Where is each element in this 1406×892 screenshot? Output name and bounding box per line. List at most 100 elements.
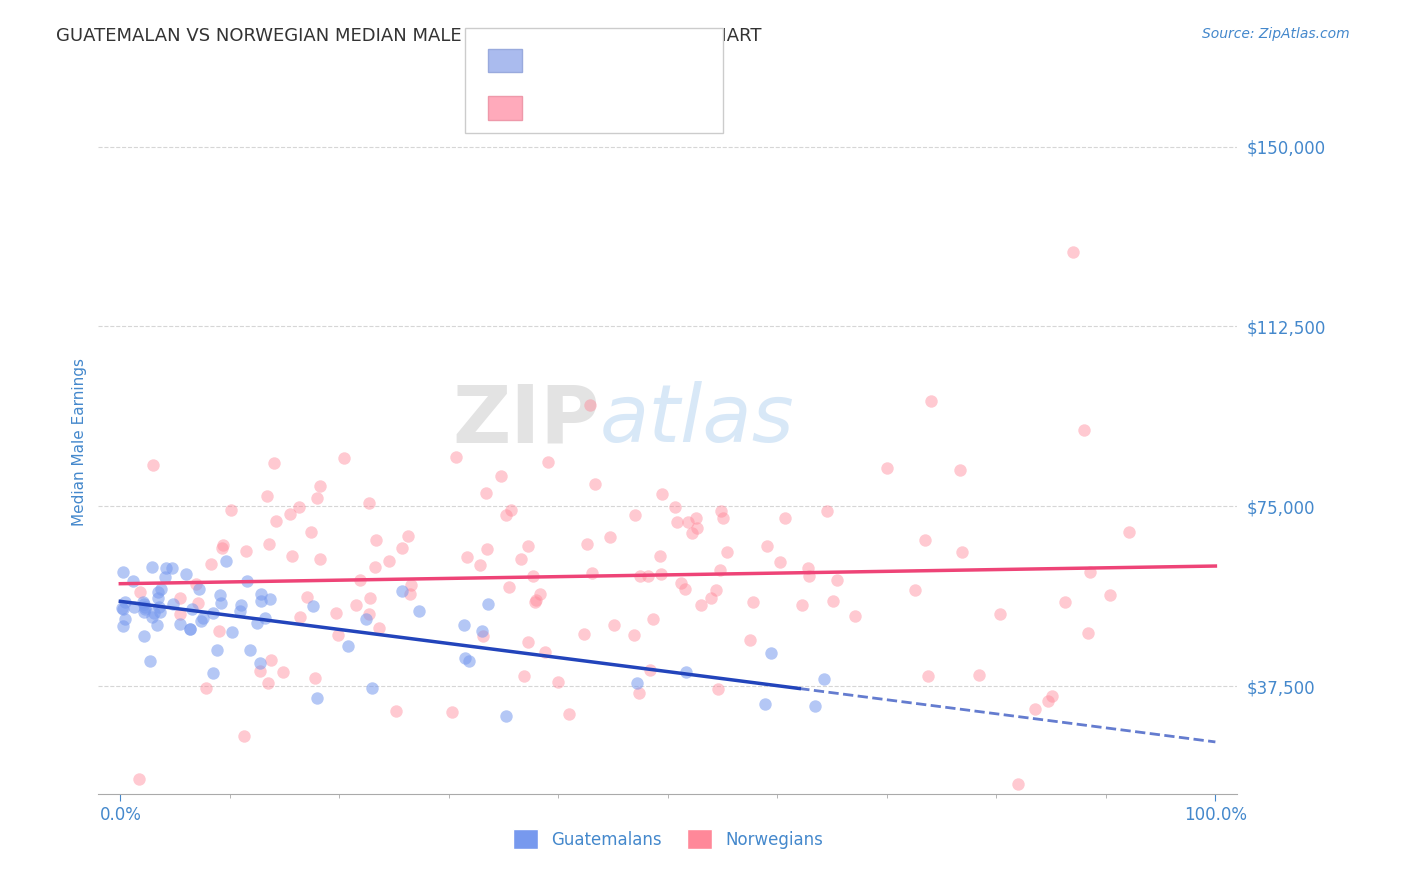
Point — [139, 654, 162, 668]
Point — [155, 561, 177, 575]
Point — [456, 549, 478, 564]
Point — [111, 601, 134, 615]
Point — [524, 595, 547, 609]
Point — [278, 507, 301, 521]
Point — [740, 632, 762, 647]
Point — [304, 671, 326, 685]
Point — [184, 577, 207, 591]
Point — [581, 566, 603, 580]
Point — [917, 669, 939, 683]
Point — [309, 479, 332, 493]
Point — [132, 598, 155, 612]
Point — [141, 609, 163, 624]
Point — [444, 450, 467, 465]
Point — [148, 600, 170, 615]
Point — [804, 698, 827, 713]
Point — [707, 682, 730, 697]
Point — [547, 675, 569, 690]
Point — [256, 676, 278, 690]
Point — [146, 591, 169, 605]
Point — [287, 500, 309, 514]
Point — [1042, 689, 1064, 703]
Point — [193, 611, 215, 625]
Point — [326, 628, 349, 642]
Point — [141, 560, 163, 574]
Point — [681, 525, 703, 540]
Point — [254, 611, 277, 625]
Point — [122, 600, 145, 615]
Point — [754, 697, 776, 711]
Point — [336, 639, 359, 653]
Point — [146, 617, 169, 632]
Point — [146, 585, 169, 599]
Point — [583, 476, 606, 491]
Point — [363, 560, 385, 574]
Point — [599, 530, 621, 544]
Point — [385, 704, 408, 718]
Point — [249, 656, 271, 670]
Y-axis label: Median Male Earnings: Median Male Earnings — [72, 358, 87, 525]
Point — [664, 500, 686, 514]
Point — [1036, 694, 1059, 708]
Point — [391, 584, 413, 599]
Point — [200, 557, 222, 571]
Point — [690, 598, 713, 612]
Point — [558, 706, 581, 721]
Point — [458, 654, 481, 668]
Point — [378, 554, 401, 568]
Point — [179, 622, 201, 636]
Point — [501, 503, 523, 517]
Point — [797, 561, 820, 575]
Point — [914, 533, 936, 547]
Point — [638, 663, 661, 677]
Point — [1024, 702, 1046, 716]
Point — [256, 489, 278, 503]
Point — [201, 606, 224, 620]
Point — [673, 582, 696, 596]
Point — [229, 604, 252, 618]
Point — [704, 583, 727, 598]
Point — [302, 599, 325, 613]
Point — [823, 594, 845, 608]
Point — [211, 538, 233, 552]
Point — [349, 573, 371, 587]
Point — [307, 691, 329, 706]
Point — [361, 681, 384, 695]
Point — [572, 627, 595, 641]
Point — [391, 541, 413, 556]
Legend: Guatemalans, Norwegians: Guatemalans, Norwegians — [506, 822, 830, 856]
Point — [239, 643, 262, 657]
Point — [209, 596, 232, 610]
Point — [676, 515, 699, 529]
Point — [671, 575, 693, 590]
Point — [288, 610, 311, 624]
Point — [475, 542, 498, 557]
Point — [162, 561, 184, 575]
Point — [142, 458, 165, 473]
Point — [134, 599, 156, 614]
Point — [626, 676, 648, 690]
Point — [1073, 423, 1095, 437]
Point — [472, 629, 495, 643]
Point — [354, 611, 377, 625]
Point — [211, 541, 233, 555]
Point — [623, 628, 645, 642]
Point — [742, 595, 765, 609]
Point — [537, 455, 560, 469]
Point — [257, 537, 280, 551]
Point — [755, 539, 778, 553]
Point — [471, 624, 494, 638]
Point — [1007, 777, 1029, 791]
Point — [498, 580, 520, 594]
Point — [474, 486, 496, 500]
Point — [190, 615, 212, 629]
Point — [281, 549, 304, 563]
Point — [700, 591, 723, 606]
Point — [325, 606, 347, 620]
Point — [114, 612, 136, 626]
Point — [685, 511, 707, 525]
Point — [299, 524, 322, 539]
Point — [495, 708, 517, 723]
Point — [773, 511, 796, 525]
Point — [221, 624, 243, 639]
